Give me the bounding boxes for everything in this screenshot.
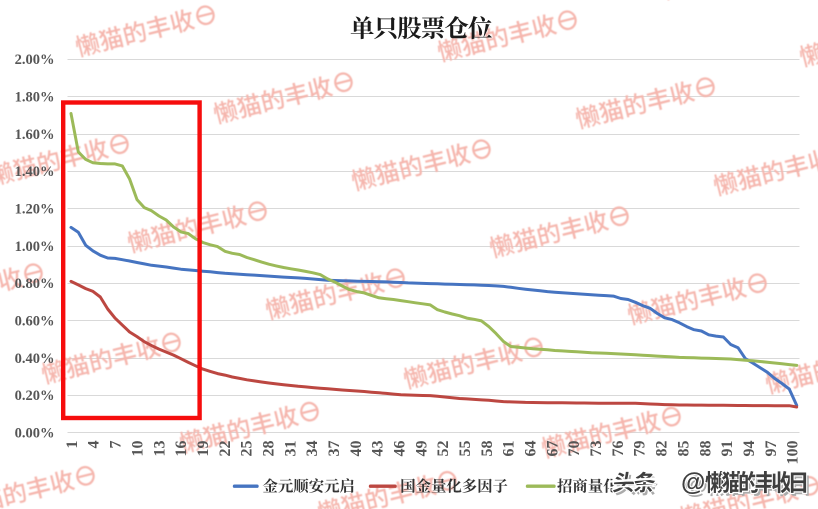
svg-text:@: @	[681, 469, 705, 497]
svg-text:49: 49	[413, 441, 430, 457]
svg-text:34: 34	[304, 441, 321, 457]
svg-text:0.80%: 0.80%	[15, 276, 55, 292]
svg-text:0.60%: 0.60%	[15, 314, 55, 330]
svg-text:25: 25	[239, 441, 256, 457]
svg-text:91: 91	[719, 441, 736, 457]
svg-text:0.20%: 0.20%	[15, 388, 55, 404]
svg-text:70: 70	[566, 441, 583, 457]
svg-text:88: 88	[697, 441, 714, 457]
svg-text:1.00%: 1.00%	[15, 239, 55, 255]
svg-text:22: 22	[217, 441, 234, 457]
svg-text:61: 61	[501, 441, 518, 457]
svg-text:55: 55	[457, 441, 474, 457]
svg-text:28: 28	[261, 441, 278, 457]
svg-text:37: 37	[326, 441, 343, 457]
svg-text:58: 58	[479, 441, 496, 457]
svg-text:79: 79	[632, 441, 649, 457]
svg-text:67: 67	[544, 441, 561, 457]
svg-text:100: 100	[785, 441, 802, 465]
svg-text:1: 1	[64, 441, 81, 449]
svg-text:64: 64	[523, 441, 540, 457]
svg-text:1.40%: 1.40%	[15, 164, 55, 180]
svg-text:52: 52	[435, 441, 452, 457]
svg-text:31: 31	[282, 441, 299, 457]
svg-text:73: 73	[588, 441, 605, 457]
svg-text:0.40%: 0.40%	[15, 351, 55, 367]
svg-text:46: 46	[392, 441, 409, 457]
svg-text:76: 76	[610, 441, 627, 457]
svg-text:94: 94	[741, 441, 758, 457]
svg-text:7: 7	[108, 441, 125, 449]
svg-text:13: 13	[151, 441, 168, 457]
svg-text:@: @	[684, 472, 708, 500]
svg-text:0.00%: 0.00%	[15, 426, 55, 442]
svg-text:82: 82	[654, 441, 671, 457]
svg-text:2.00%: 2.00%	[15, 52, 55, 68]
svg-text:40: 40	[348, 441, 365, 457]
svg-text:85: 85	[675, 441, 692, 457]
svg-text:1.60%: 1.60%	[15, 127, 55, 143]
svg-text:1.80%: 1.80%	[15, 89, 55, 105]
svg-text:19: 19	[195, 441, 212, 457]
svg-text:4: 4	[86, 441, 103, 449]
svg-text:10: 10	[129, 441, 146, 457]
svg-text:43: 43	[370, 441, 387, 457]
svg-text:97: 97	[763, 441, 780, 457]
svg-text:16: 16	[173, 441, 190, 457]
svg-text:1.20%: 1.20%	[15, 202, 55, 218]
